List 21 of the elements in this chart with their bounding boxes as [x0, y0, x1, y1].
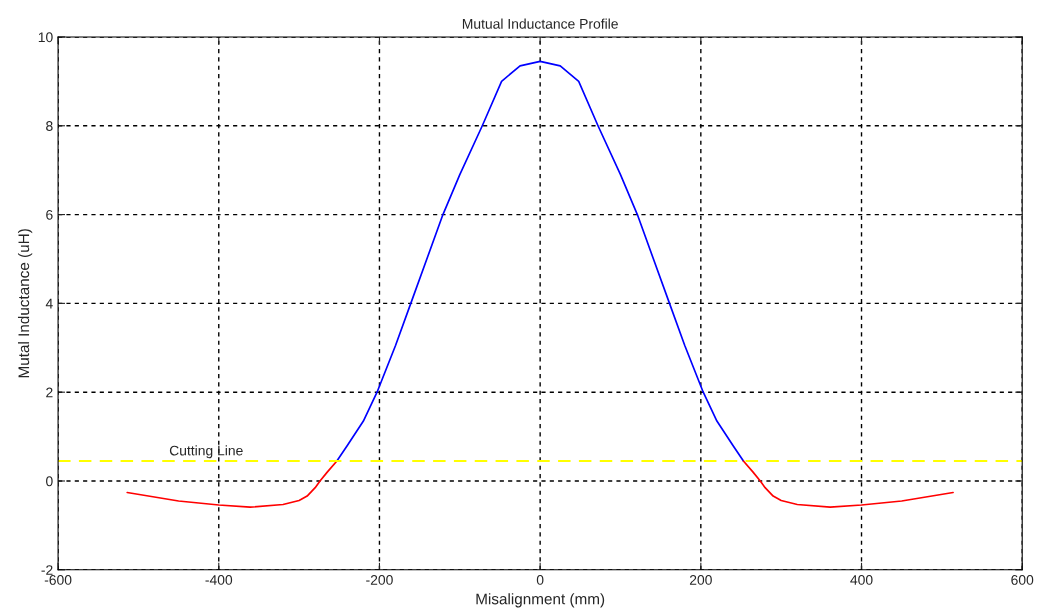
y-tick-label: 4 [45, 298, 53, 309]
y-tick-label: -2 [41, 565, 53, 575]
chart-title: Mutual Inductance Profile [462, 18, 618, 29]
x-axis-title: Misalignment (mm) [476, 593, 605, 608]
x-tick-label: -600 [44, 575, 72, 585]
ref-line-label: Cutting Line [169, 445, 243, 459]
y-tick-label: 0 [46, 476, 53, 487]
line-series [336, 60, 745, 462]
x-tick-label: -200 [366, 575, 393, 585]
x-tick-label: 600 [1011, 575, 1034, 585]
x-tick-label: 400 [850, 575, 873, 585]
x-tick-label: 0 [536, 575, 544, 585]
y-axis-title: Mutal Inductance (uH) [17, 229, 33, 378]
x-tick-label: -400 [205, 575, 233, 585]
x-tick-label: 200 [689, 575, 712, 585]
y-tick-label: 6 [46, 209, 53, 220]
line-series [126, 460, 338, 509]
y-tick-label: 2 [46, 387, 53, 398]
y-tick-label: 8 [46, 121, 53, 131]
y-tick-label: 10 [38, 32, 53, 43]
line-series [742, 460, 954, 509]
